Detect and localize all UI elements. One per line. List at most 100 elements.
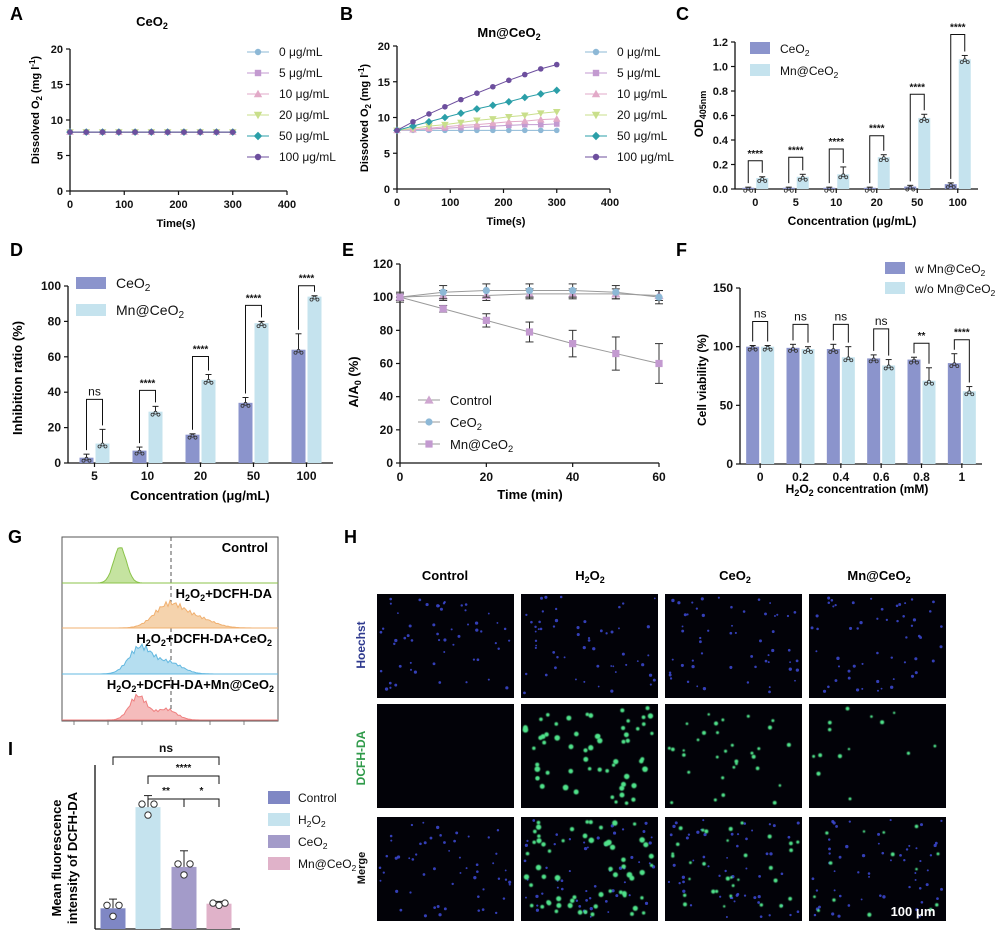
nucleus-dot <box>621 828 625 831</box>
legend-label: Mn@CeO2 <box>298 857 357 873</box>
nucleus-dot <box>822 689 827 693</box>
ros-signal-dot <box>534 766 541 773</box>
e-xlabel: Time (min) <box>497 487 563 502</box>
nucleus-dot <box>725 915 728 919</box>
ros-signal-dot <box>713 721 719 726</box>
nucleus-dot <box>793 610 797 614</box>
nucleus-dot <box>487 612 490 615</box>
replicate-point <box>884 158 889 163</box>
nucleus-dot <box>650 836 653 839</box>
nucleus-dot <box>857 871 860 874</box>
legend-swatch <box>750 64 770 76</box>
nucleus-dot <box>745 867 748 870</box>
nucleus-dot <box>751 829 754 832</box>
panel-label-b: B <box>340 4 353 24</box>
microscopy-image <box>521 817 658 921</box>
ros-signal-dot <box>731 884 735 888</box>
nucleus-dot <box>876 651 879 655</box>
nucleus-dot <box>810 626 814 630</box>
nucleus-dot <box>914 872 917 874</box>
ros-signal-dot <box>768 865 773 870</box>
ros-signal-dot <box>725 876 730 881</box>
nucleus-dot <box>745 837 748 841</box>
nucleus-dot <box>477 909 481 912</box>
ros-signal-dot <box>845 706 850 711</box>
h-row-merge: Merge <box>356 852 368 884</box>
ros-signal-dot <box>882 831 886 834</box>
sig-label: **** <box>909 82 925 93</box>
c-legend: CeO2 Mn@CeO2 <box>750 42 839 80</box>
nucleus-dot <box>419 842 422 846</box>
nucleus-dot <box>796 910 800 914</box>
sig-label: **** <box>747 149 763 160</box>
nucleus-dot <box>508 880 512 884</box>
nucleus-dot <box>940 625 943 628</box>
legend-marker <box>592 69 600 77</box>
nucleus-dot <box>754 665 757 669</box>
ros-signal-dot <box>642 766 648 773</box>
y-tick-label: 100 <box>713 340 733 354</box>
nucleus-dot <box>389 834 393 838</box>
replicate-point <box>794 348 798 353</box>
ros-signal-dot <box>675 842 680 847</box>
sig-bracket <box>788 156 804 184</box>
nucleus-dot <box>403 636 407 640</box>
legend-label: Control <box>450 393 492 408</box>
ros-signal-dot <box>771 719 775 723</box>
nucleus-dot <box>837 914 841 918</box>
y-tick-label: 150 <box>713 281 733 295</box>
ros-signal-dot <box>544 732 549 737</box>
histogram <box>62 599 278 629</box>
nucleus-dot <box>379 630 383 634</box>
data-point <box>409 122 417 130</box>
data-point <box>457 119 465 127</box>
ros-signal-dot <box>588 745 594 751</box>
replicate-point <box>925 119 930 123</box>
nucleus-dot <box>385 854 389 858</box>
nucleus-dot <box>730 832 734 836</box>
ros-signal-dot <box>609 844 616 850</box>
nucleus-dot <box>759 915 763 918</box>
nucleus-dot <box>610 630 614 634</box>
ros-signal-dot <box>566 715 572 721</box>
nucleus-dot <box>443 638 447 642</box>
nucleus-dot <box>652 678 656 682</box>
sig-label: **** <box>246 293 262 304</box>
bar <box>185 434 200 463</box>
y-tick-label: 0 <box>54 456 61 470</box>
nucleus-dot <box>646 625 650 629</box>
nucleus-dot <box>642 830 646 833</box>
y-tick-label: 40 <box>380 390 394 404</box>
data-point <box>536 110 545 118</box>
nucleus-dot <box>438 681 442 684</box>
replicate-point <box>922 117 927 121</box>
nucleus-dot <box>494 911 498 915</box>
data-point <box>521 117 529 124</box>
legend-swatch <box>750 42 770 54</box>
c-xlabel: Concentration (μg/mL) <box>788 214 917 228</box>
f-xlabel: H2O2 concentration (mM) <box>786 482 929 498</box>
nucleus-dot <box>837 665 841 668</box>
nucleus-dot <box>868 875 871 878</box>
replicate-point <box>262 324 267 329</box>
replicate-point <box>97 444 102 449</box>
ros-signal-dot <box>715 755 719 759</box>
nucleus-dot <box>915 908 919 912</box>
nucleus-dot <box>439 607 443 611</box>
bar <box>148 411 163 463</box>
replicate-point <box>788 348 792 353</box>
replicate-point <box>846 356 851 361</box>
nucleus-dot <box>835 825 838 828</box>
bar <box>863 187 876 189</box>
ros-signal-dot <box>542 740 547 745</box>
ros-signal-dot <box>529 903 534 908</box>
nucleus-dot <box>768 823 772 826</box>
data-point <box>116 129 122 135</box>
nucleus-dot <box>615 894 619 898</box>
replicate-point <box>103 444 108 449</box>
g-row-control: Control <box>222 540 268 555</box>
data-point <box>522 127 528 134</box>
nucleus-dot <box>583 620 587 624</box>
ros-signal-dot <box>535 824 542 830</box>
bar <box>958 59 971 190</box>
